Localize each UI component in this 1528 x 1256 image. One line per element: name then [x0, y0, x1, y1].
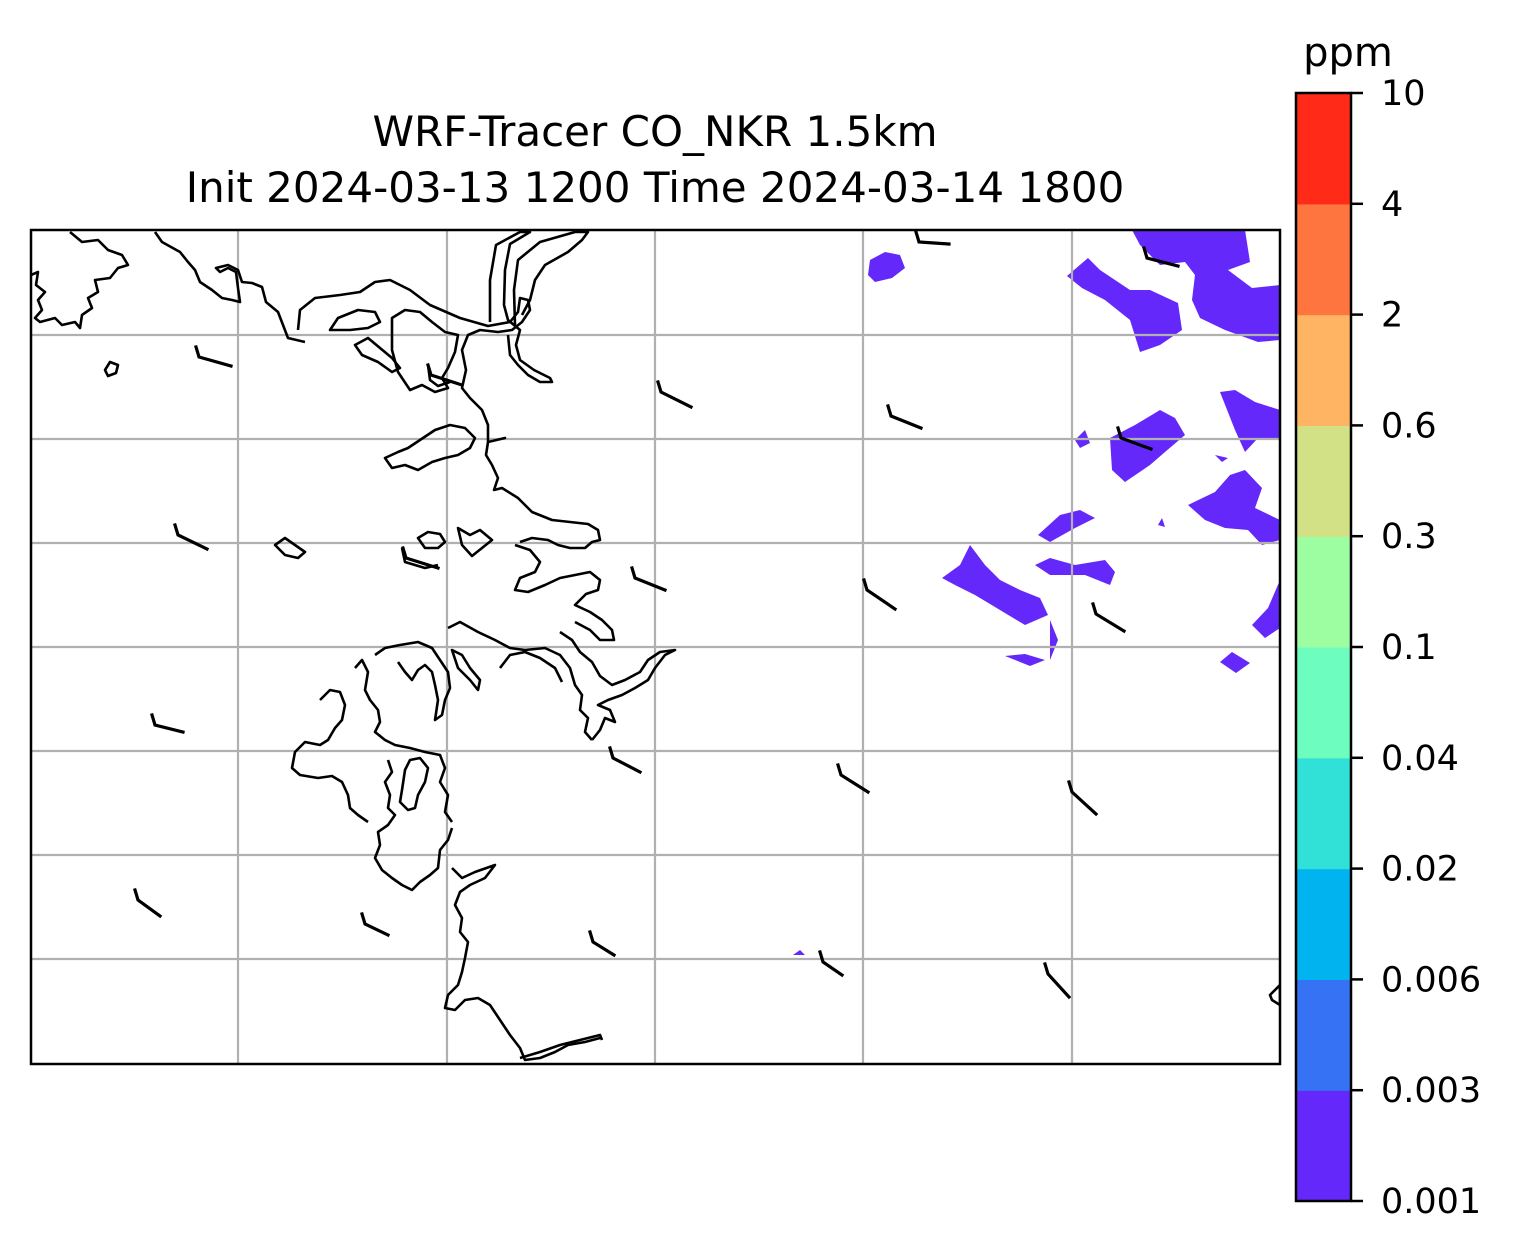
tracer-patch [1220, 390, 1280, 452]
colorbar-tick-label: 0.1 [1381, 628, 1437, 668]
coastlines [31, 230, 1280, 1062]
coastline [559, 630, 677, 741]
title-line-1: WRF-Tracer CO_NKR 1.5km [372, 107, 938, 156]
colorbar-tick-label: 2 [1381, 296, 1403, 336]
colorbar-band [1296, 203, 1351, 316]
colorbar-tick-label: 0.3 [1381, 517, 1437, 557]
wind-barb [150, 713, 185, 734]
title-line-2: Init 2024-03-13 1200 Time 2024-03-14 180… [185, 163, 1125, 212]
coastline [290, 688, 369, 824]
tracer-patch [793, 950, 805, 955]
coastline [383, 423, 477, 472]
colorbar-band [1296, 868, 1351, 980]
coastline [296, 278, 602, 550]
colorbar-band [1296, 536, 1351, 648]
colorbar: 0.001 0.003 0.006 0.02 0.04 0.1 0.3 0.6 2 4 10 ppm [1294, 30, 1481, 1222]
wind-barb [630, 566, 668, 593]
colorbar-tick-label: 0.04 [1381, 739, 1459, 779]
coastline [373, 759, 454, 892]
tracer-patch [1215, 455, 1228, 462]
colorbar-tick-label: 0.003 [1381, 1071, 1481, 1111]
coastline [273, 536, 307, 560]
coastline [390, 308, 460, 394]
coastline [1268, 983, 1280, 1007]
wind-barb [194, 345, 233, 368]
coastline [513, 543, 616, 642]
colorbar-tick-label: 0.02 [1381, 850, 1459, 890]
wind-barb [656, 380, 694, 410]
wind-barb [836, 763, 871, 795]
tracer-patch [1050, 620, 1058, 660]
coastline [153, 231, 306, 344]
wind-barb [1043, 962, 1072, 1000]
coastline [353, 336, 402, 374]
colorbar-bands [1296, 93, 1351, 1202]
wind-barb [608, 746, 643, 775]
colorbar-tick-label: 4 [1381, 185, 1403, 225]
coastline [103, 360, 120, 378]
coastline [416, 530, 447, 550]
wind-barb [401, 546, 441, 571]
colorbar-band [1296, 757, 1351, 870]
colorbar-band [1296, 425, 1351, 537]
coastline [519, 1033, 604, 1060]
tracer-patch [1038, 510, 1095, 542]
colorbar-tick-label: 0.001 [1381, 1182, 1481, 1222]
wind-barb [886, 404, 924, 431]
colorbar-band [1296, 647, 1351, 759]
tracer-patch [942, 545, 1048, 625]
colorbar-tick-label: 0.6 [1381, 406, 1437, 446]
coastline [456, 526, 494, 558]
coastline [31, 231, 130, 330]
tracer-patch [868, 252, 905, 282]
wind-barb [818, 950, 845, 978]
tracer-patch [1252, 580, 1280, 638]
wind-barb [173, 523, 210, 552]
coastline [512, 230, 590, 326]
tracer-patch [1132, 230, 1280, 342]
wind-barb [1116, 426, 1154, 452]
wind-barb [862, 578, 898, 612]
colorbar-band [1296, 1090, 1351, 1202]
coastline [443, 863, 601, 1062]
wind-barb [360, 912, 391, 938]
tracer-patch [1035, 558, 1115, 585]
coastline [354, 658, 454, 823]
colorbar-band [1296, 93, 1351, 205]
wind-barb [1067, 780, 1099, 817]
tracer-patch [1158, 518, 1165, 527]
coastline [374, 640, 452, 722]
wind-barb [914, 230, 951, 246]
tracer-patch [1005, 654, 1045, 666]
colorbar-unit-label: ppm [1303, 30, 1393, 76]
tracer-patch [1067, 258, 1182, 352]
coastline [328, 308, 382, 332]
coastline [498, 650, 564, 683]
map-frame [29, 228, 1282, 1066]
wind-barb [588, 930, 617, 958]
tracer-concentration-fills [793, 230, 1280, 955]
colorbar-ticks: 0.001 0.003 0.006 0.02 0.04 0.1 0.3 0.6 2 4 10 [1351, 74, 1481, 1222]
tracer-patch [1188, 470, 1280, 545]
coastline [450, 648, 482, 692]
tracer-patch [1220, 652, 1250, 673]
colorbar-tick-label: 10 [1381, 74, 1426, 114]
map-panel [31, 230, 1280, 1064]
coastline [398, 756, 430, 812]
colorbar-band [1296, 314, 1351, 426]
wind-barb [133, 888, 163, 919]
coastline [447, 620, 593, 741]
wind-barbs [133, 230, 1180, 1000]
wind-barb [426, 363, 465, 388]
colorbar-tick-label: 0.006 [1381, 960, 1481, 1000]
colorbar-band [1296, 979, 1351, 1091]
wind-barb [1091, 602, 1127, 634]
tracer-patch [1110, 410, 1185, 482]
map-title: WRF-Tracer CO_NKR 1.5km Init 2024-03-13 … [30, 104, 1280, 216]
coastline [488, 230, 554, 384]
wind-barb [1142, 246, 1180, 268]
